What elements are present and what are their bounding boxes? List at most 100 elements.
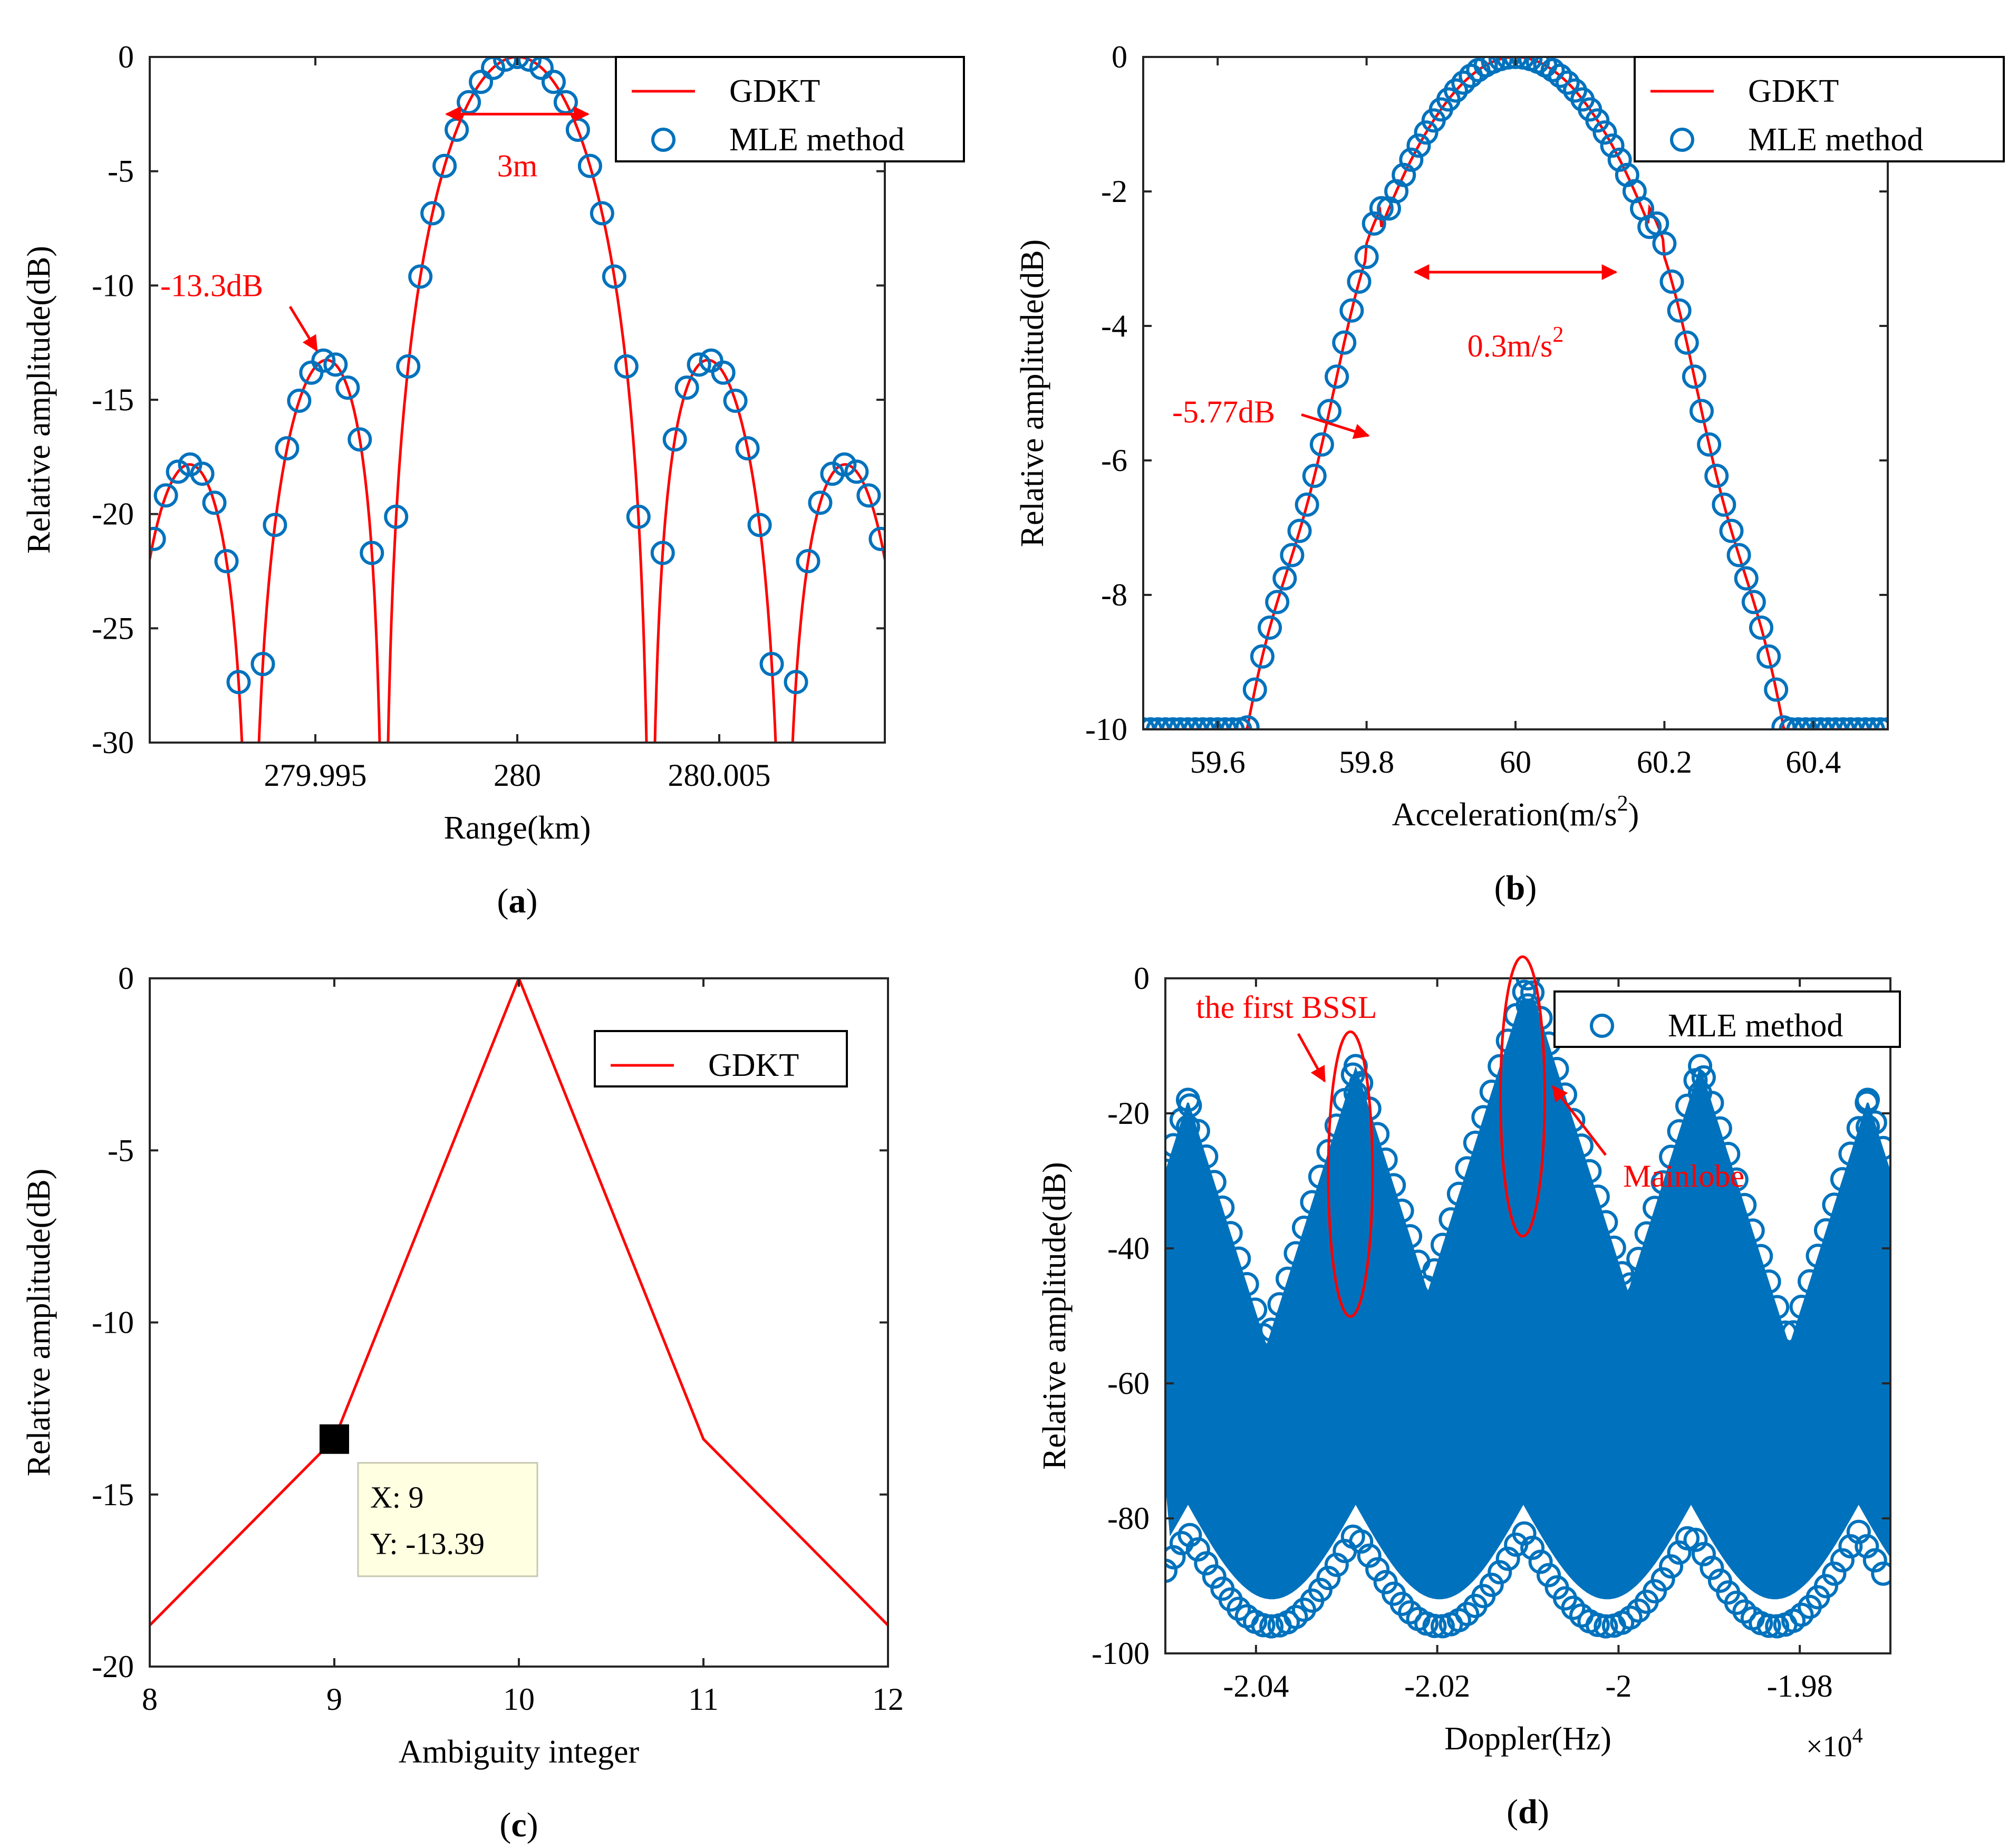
mle-point: [1856, 1304, 1880, 1328]
mle-point: [1697, 432, 1722, 457]
mle-point: [1756, 1269, 1781, 1294]
mle-point: [699, 348, 723, 373]
mle-point: [1853, 717, 1878, 729]
y-tick-label: -100: [1092, 1636, 1150, 1671]
x-tick-label: 8: [142, 1682, 158, 1717]
mle-point: [1283, 1604, 1308, 1629]
mle-point: [150, 526, 166, 551]
mle-point: [1691, 1542, 1716, 1566]
mle-point: [1561, 1595, 1586, 1620]
mle-point: [1674, 330, 1699, 355]
mle-point: [1439, 1207, 1463, 1231]
mle-point: [1626, 1246, 1651, 1271]
mle-point: [517, 57, 542, 72]
mle-point: [1175, 1304, 1200, 1328]
mle-point: [1823, 717, 1848, 729]
mle-point: [1175, 1196, 1200, 1220]
mle-point: [1831, 717, 1856, 729]
mle-point: [1287, 518, 1312, 543]
mle-point: [1756, 1613, 1781, 1638]
mle-point: [323, 352, 348, 377]
mle-point: [1343, 1243, 1368, 1267]
mle-point: [1585, 108, 1610, 133]
mle-point: [493, 57, 518, 72]
panel-label-open: (: [497, 882, 509, 920]
mle-point: [1719, 518, 1744, 543]
mle-point: [1389, 1592, 1414, 1616]
mle-point: [1308, 1577, 1333, 1602]
mle-point: [1190, 717, 1215, 729]
mle-point: [1479, 1080, 1504, 1104]
mle-point: [1414, 120, 1439, 145]
mle-point: [1856, 1141, 1880, 1166]
mle-point: [1707, 1116, 1732, 1141]
mle-point: [360, 541, 384, 565]
x-axis-label-text: Acceleration(m/s: [1392, 797, 1617, 833]
legend: GDKT MLE method: [1634, 56, 2005, 162]
panel-label-open: (: [499, 1806, 511, 1844]
mle-point: [1343, 1189, 1368, 1214]
mle-point: [1691, 1065, 1716, 1090]
y-tick-label: -5: [108, 1133, 134, 1168]
y-tick-label: 0: [118, 961, 134, 996]
mle-point: [614, 354, 639, 379]
mle-point: [1813, 1574, 1838, 1599]
mle-point: [1643, 1196, 1667, 1220]
panel-label: (b): [1494, 869, 1537, 907]
x-tick-label: 12: [872, 1682, 904, 1717]
mle-point: [1259, 1317, 1284, 1342]
panel-label-letter: a: [509, 882, 526, 920]
panel-label: (a): [497, 882, 538, 920]
mle-point: [1175, 717, 1200, 729]
mle-point: [166, 459, 190, 484]
mle-point: [723, 388, 748, 413]
mle-point: [1343, 1054, 1368, 1079]
mle-point: [1868, 717, 1888, 729]
y-tick-label: -8: [1101, 578, 1127, 612]
legend-label: GDKT: [708, 1047, 799, 1083]
mle-point: [1165, 1545, 1186, 1570]
x-multiplier-base: ×10: [1806, 1730, 1852, 1763]
mle-point: [1481, 57, 1505, 74]
mle-point: [1600, 133, 1625, 158]
mle-point: [1280, 543, 1305, 567]
mle-point: [759, 652, 784, 677]
mle-point: [1250, 644, 1275, 669]
mle-point: [1463, 1130, 1488, 1155]
mle-point: [1194, 1551, 1219, 1576]
mle-point: [1349, 1529, 1374, 1554]
mle-point: [1175, 1249, 1200, 1274]
mle-point: [1846, 1116, 1871, 1141]
mle-point: [1406, 133, 1431, 158]
legend-label: GDKT: [1748, 73, 1839, 109]
panel-label-close: ): [1525, 869, 1537, 907]
mle-point: [1455, 1156, 1480, 1181]
mle-point: [1856, 1087, 1880, 1112]
mle-point: [1202, 1170, 1227, 1195]
mle-point: [1175, 1331, 1200, 1355]
mle-point: [662, 427, 687, 452]
mle-point: [1479, 1572, 1504, 1597]
y-tick-label: -10: [92, 1305, 134, 1340]
x-tick-label: 60: [1500, 745, 1531, 779]
mle-point: [1373, 1147, 1398, 1172]
legend-circle-swatch: [1670, 128, 1694, 152]
x-tick-label: -2.02: [1404, 1669, 1470, 1703]
mle-point: [1659, 269, 1684, 294]
panel-label-close: ): [527, 1806, 538, 1844]
mle-point: [1856, 1276, 1880, 1301]
y-axis-label: Relative amplitude(dB): [21, 246, 57, 554]
mle-point: [1202, 1564, 1227, 1589]
mle-point: [1856, 1196, 1880, 1220]
y-tick-label: 0: [118, 40, 134, 74]
mle-point: [735, 436, 760, 460]
mle-point: [1422, 1258, 1447, 1283]
mle-point: [1515, 1290, 1540, 1315]
mle-point: [432, 153, 457, 178]
mle-point: [335, 376, 360, 400]
mle-point: [1515, 1128, 1540, 1153]
mle-point: [1749, 615, 1773, 640]
mle-point: [1143, 717, 1163, 729]
mle-point: [384, 504, 409, 529]
mle-point: [1309, 432, 1334, 457]
